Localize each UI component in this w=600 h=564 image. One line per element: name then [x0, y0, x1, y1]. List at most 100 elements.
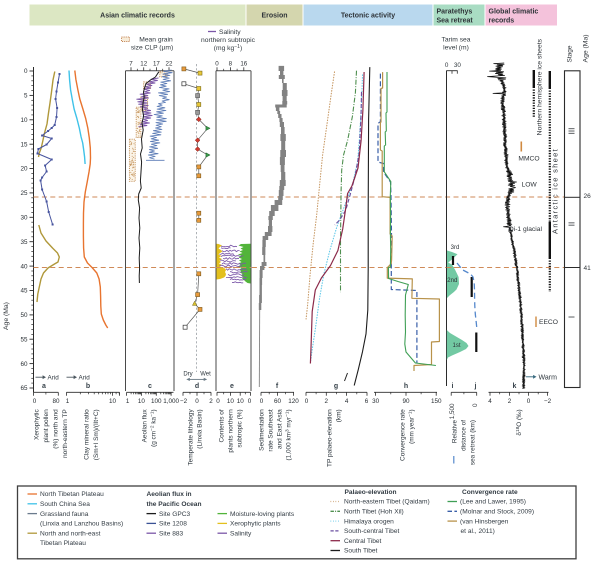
svg-text:sea retreat (km): sea retreat (km)	[469, 420, 476, 465]
svg-text:40: 40	[20, 263, 28, 270]
svg-text:d: d	[195, 383, 199, 390]
svg-text:Himalaya orogen: Himalaya orogen	[344, 518, 394, 525]
svg-text:Contents of: Contents of	[219, 409, 226, 442]
svg-text:0: 0	[215, 61, 219, 68]
svg-text:Arid: Arid	[48, 375, 60, 382]
svg-text:120: 120	[288, 398, 299, 405]
svg-text:Paratethys: Paratethys	[437, 9, 473, 16]
svg-text:50: 50	[20, 312, 28, 319]
svg-text:records: records	[489, 18, 515, 25]
svg-text:(Molnar and Stock, 2009): (Molnar and Stock, 2009)	[460, 509, 534, 516]
svg-text:rate Southeast: rate Southeast	[268, 409, 275, 451]
svg-text:17: 17	[153, 61, 160, 68]
svg-text:30: 30	[454, 62, 462, 69]
svg-text:Global climatic: Global climatic	[489, 9, 539, 16]
svg-text:65: 65	[20, 385, 28, 392]
svg-text:plant pollen: plant pollen	[43, 409, 50, 443]
svg-text:1st: 1st	[452, 343, 460, 349]
svg-text:2: 2	[209, 398, 213, 405]
svg-text:Site 1208: Site 1208	[159, 521, 187, 528]
svg-text:7: 7	[129, 61, 133, 68]
svg-text:5: 5	[24, 93, 28, 100]
svg-text:Grassland fauna: Grassland fauna	[40, 511, 89, 518]
svg-text:III: III	[568, 128, 577, 135]
svg-text:northern subtropic: northern subtropic	[201, 37, 256, 44]
svg-text:c: c	[148, 383, 152, 390]
svg-text:(Linxia Basin): (Linxia Basin)	[197, 409, 204, 448]
svg-text:2: 2	[508, 398, 512, 405]
svg-text:1,500: 1,500	[449, 403, 456, 419]
svg-text:6: 6	[365, 398, 369, 405]
svg-text:Convergence rate: Convergence rate	[400, 409, 407, 461]
svg-text:II: II	[568, 222, 577, 226]
svg-text:Temperate lithology: Temperate lithology	[188, 409, 195, 466]
svg-text:(g cm−2 ka−1): (g cm−2 ka−1)	[150, 409, 158, 447]
svg-text:150: 150	[431, 398, 442, 405]
svg-text:Tarim sea: Tarim sea	[442, 37, 471, 44]
svg-text:a: a	[42, 383, 46, 390]
svg-text:i: i	[452, 383, 454, 390]
svg-text:h: h	[404, 383, 408, 390]
svg-text:10: 10	[237, 398, 245, 405]
svg-text:0: 0	[445, 62, 449, 69]
svg-text:Central Tibet: Central Tibet	[344, 538, 382, 545]
svg-text:north-eastern TP: north-eastern TP	[62, 409, 69, 458]
svg-text:Mean grain: Mean grain	[139, 37, 173, 44]
svg-text:Xerophytic: Xerophytic	[34, 409, 41, 440]
svg-text:Salinity: Salinity	[219, 29, 241, 36]
svg-text:Palaeo-elevation: Palaeo-elevation	[345, 489, 397, 496]
svg-text:Aeolian flux: Aeolian flux	[142, 409, 149, 443]
svg-text:60: 60	[274, 398, 282, 405]
svg-text:90: 90	[402, 398, 410, 405]
svg-text:4: 4	[488, 398, 492, 405]
svg-text:2: 2	[325, 398, 329, 405]
svg-text:15: 15	[20, 141, 28, 148]
svg-text:16: 16	[240, 61, 247, 68]
svg-text:35: 35	[20, 239, 28, 246]
svg-text:South-central Tibet: South-central Tibet	[344, 528, 400, 535]
svg-text:Oi-1 glacial: Oi-1 glacial	[509, 226, 543, 233]
svg-text:size CLP (µm): size CLP (µm)	[131, 45, 173, 52]
svg-text:0: 0	[248, 398, 252, 405]
svg-text:South China Sea: South China Sea	[40, 501, 90, 508]
svg-text:g: g	[334, 383, 338, 390]
svg-text:k: k	[513, 383, 517, 390]
svg-text:10: 10	[138, 398, 146, 405]
svg-text:10: 10	[20, 117, 28, 124]
svg-text:(van Hinsbergen: (van Hinsbergen	[460, 518, 509, 525]
svg-text:Stage: Stage	[567, 45, 574, 62]
svg-text:Clay mineral ratio: Clay mineral ratio	[84, 409, 91, 460]
svg-text:Age (Ma): Age (Ma)	[583, 35, 590, 63]
svg-text:8: 8	[229, 61, 233, 68]
svg-text:20: 20	[20, 166, 28, 173]
svg-text:et al., 2011): et al., 2011)	[461, 528, 495, 535]
svg-text:Wet: Wet	[200, 372, 211, 378]
svg-text:and East Asia: and East Asia	[277, 409, 284, 449]
svg-text:j: j	[474, 383, 477, 390]
svg-text:Aeolian flux in: Aeolian flux in	[147, 491, 192, 498]
svg-text:North Tibetan Plateau: North Tibetan Plateau	[40, 491, 104, 498]
svg-text:0: 0	[216, 398, 220, 405]
svg-text:(mm year−1): (mm year−1)	[408, 409, 416, 444]
svg-text:80: 80	[52, 398, 60, 405]
svg-text:10: 10	[227, 398, 235, 405]
svg-text:TP palaeo-elevation: TP palaeo-elevation	[327, 409, 334, 467]
svg-text:100: 100	[151, 398, 162, 405]
svg-text:0: 0	[260, 398, 264, 405]
svg-text:Site GPC3: Site GPC3	[159, 511, 190, 518]
svg-text:South Tibet: South Tibet	[344, 548, 378, 555]
svg-text:Relative: Relative	[451, 420, 458, 444]
svg-text:LOW: LOW	[522, 181, 538, 188]
svg-text:b: b	[86, 383, 90, 390]
svg-text:Convergence rate: Convergence rate	[462, 489, 518, 496]
svg-text:Northern hemisphere ice sheets: Northern hemisphere ice sheets	[537, 38, 544, 135]
svg-text:25: 25	[20, 190, 28, 197]
svg-text:Antarctic ice sheet: Antarctic ice sheet	[551, 148, 560, 234]
svg-text:Dry: Dry	[183, 372, 192, 378]
svg-text:MMCO: MMCO	[518, 155, 539, 162]
svg-text:(mg kg−1): (mg kg−1)	[214, 44, 242, 52]
svg-text:subtropic (%): subtropic (%)	[237, 409, 244, 447]
svg-text:1: 1	[126, 398, 130, 405]
svg-text:(%) north and: (%) north and	[53, 409, 60, 449]
svg-text:26: 26	[584, 193, 592, 200]
